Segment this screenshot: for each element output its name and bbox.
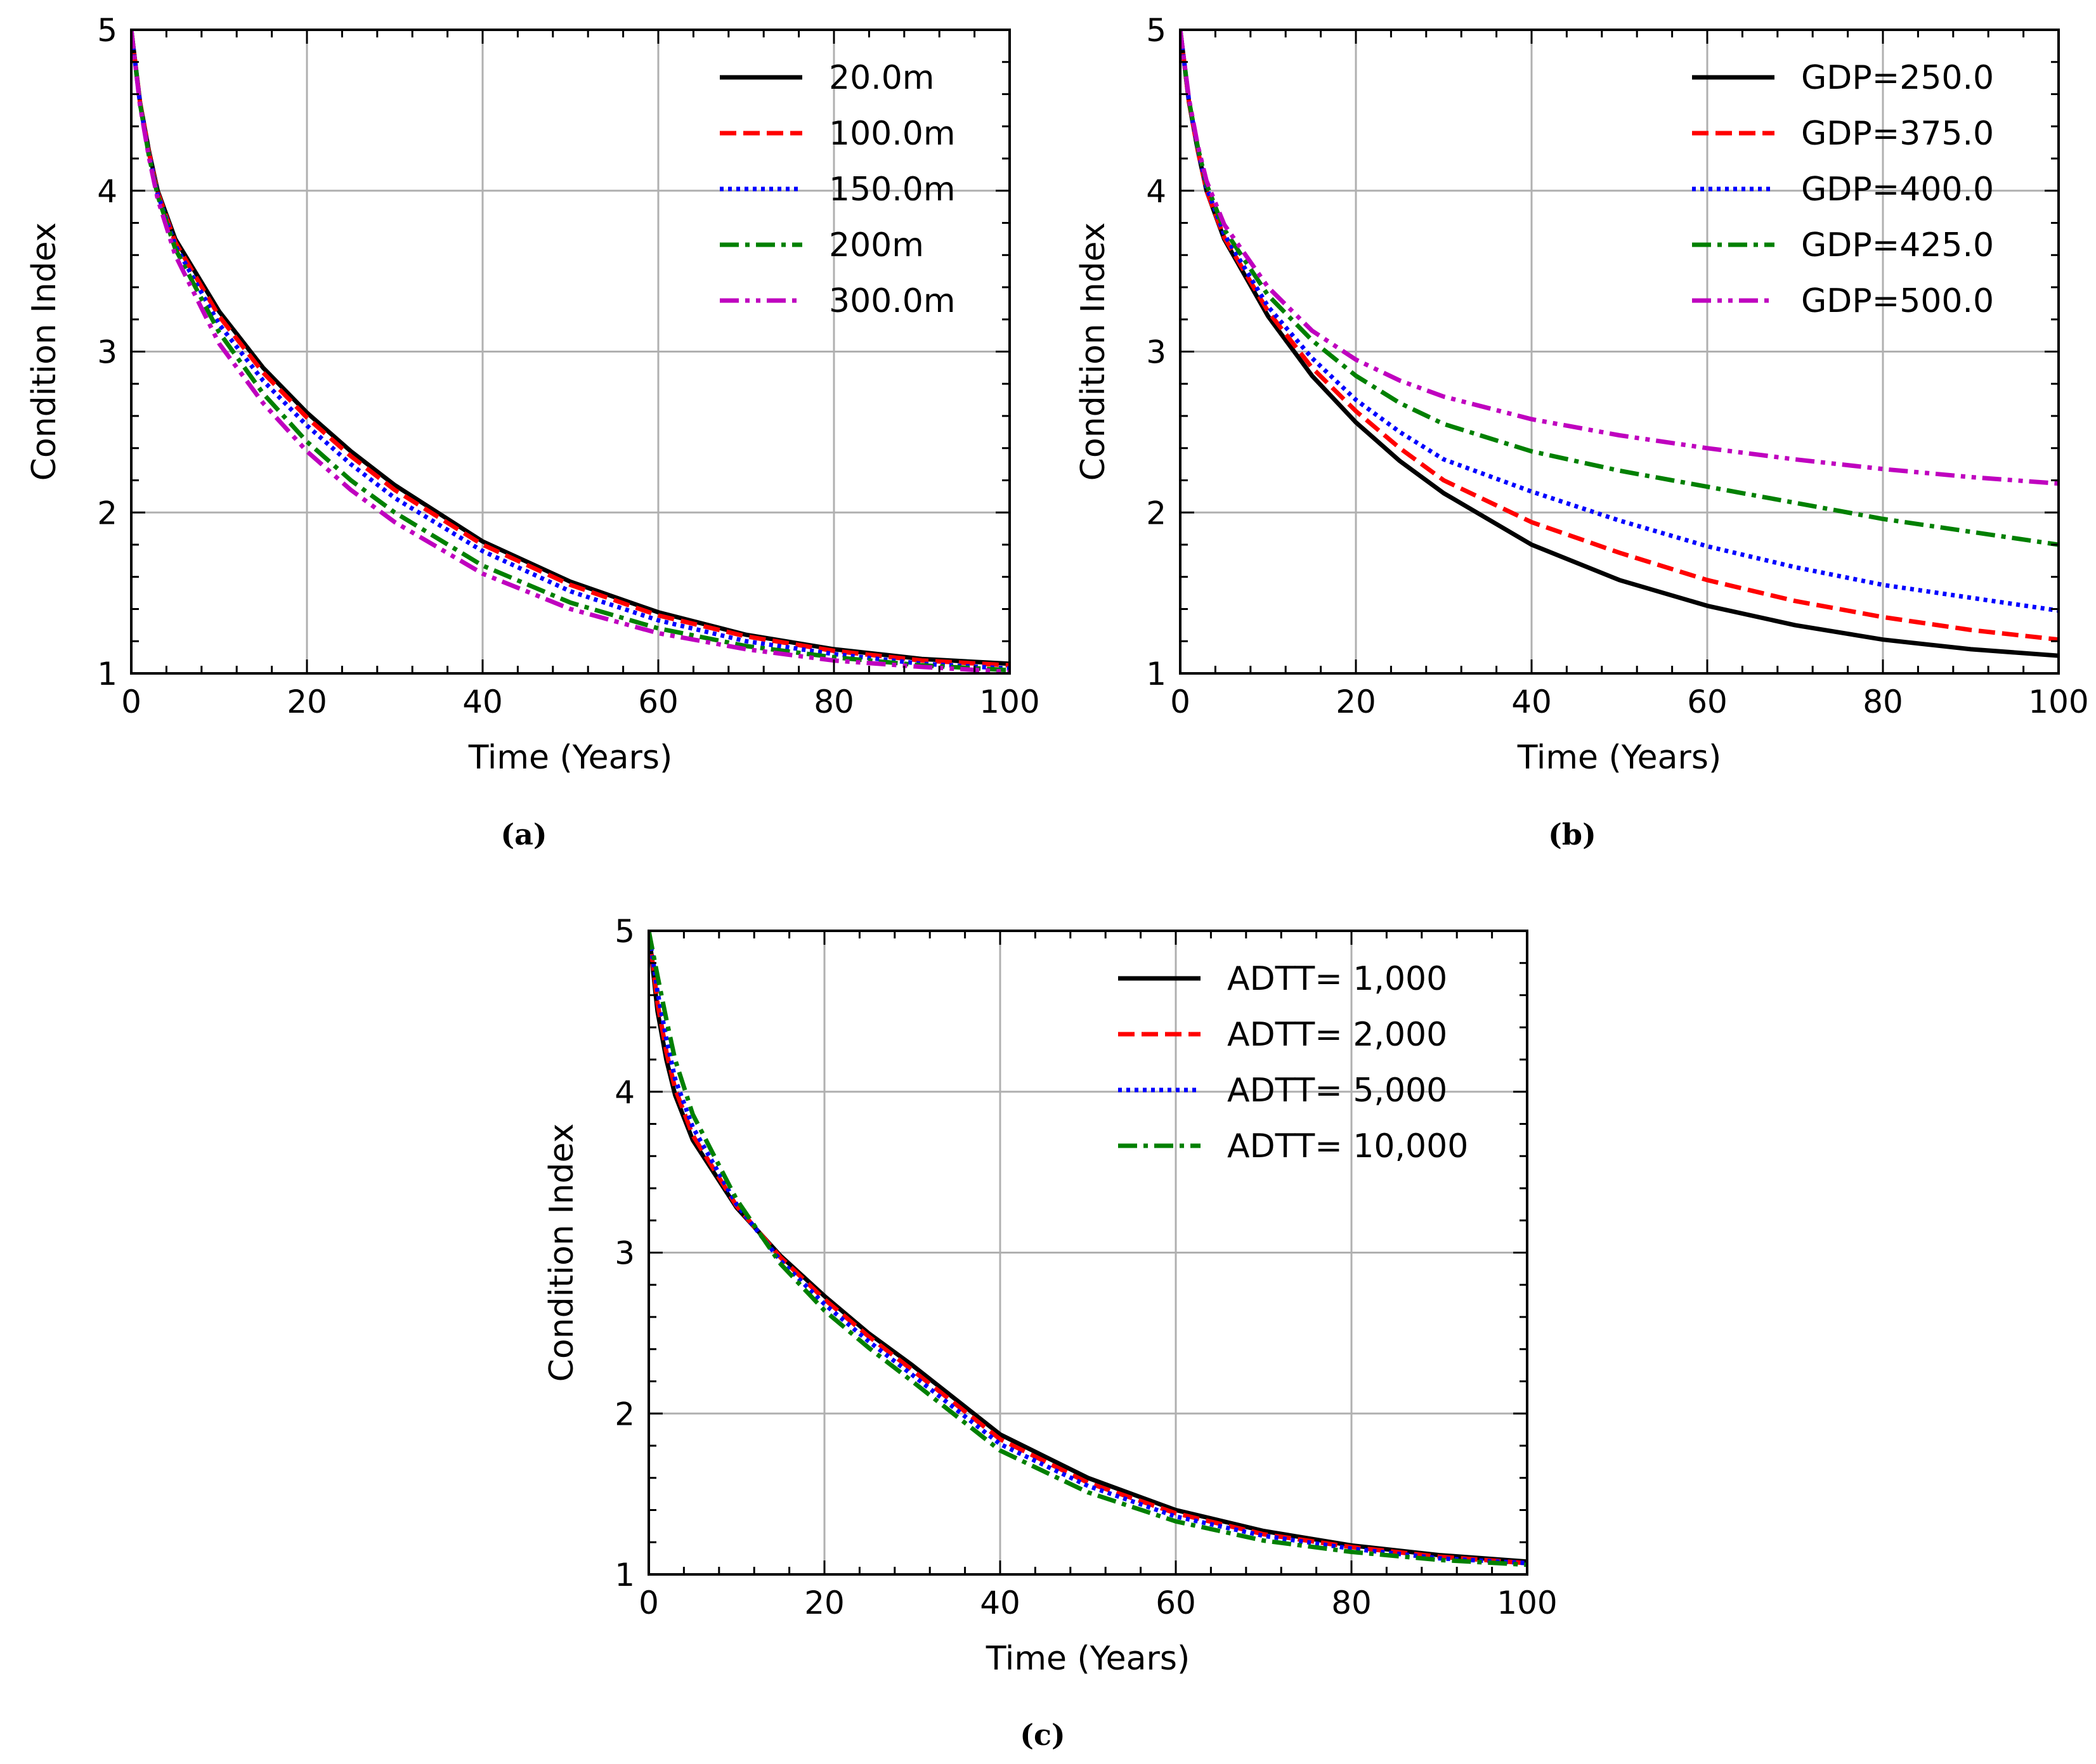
legend-c: ADTT= 1,000 ADTT= 2,000 ADTT= 5,000 ADTT= 1… [1118,960,1468,1165]
legend-label-c-0: ADTT= 1,000 [1227,960,1447,998]
legend-label-a-2: 150.0m [829,171,956,209]
legend-label-b-2: GDP=400.0 [1801,171,1994,209]
x-tick-label: 80 [814,684,854,720]
y-tick-label: 1 [615,1557,635,1593]
y-tick-label: 5 [97,12,117,49]
x-tick-label: 40 [980,1585,1020,1621]
x-tick-label: 100 [1497,1585,1557,1621]
series-group-c [649,931,1527,1567]
x-axis-label: Time (Years) [468,739,673,777]
x-tick-label: 0 [121,684,141,720]
legend-label-c-1: ADTT= 2,000 [1227,1016,1447,1054]
legend-label-b-0: GDP=250.0 [1801,59,1994,97]
x-tick-label: 20 [1336,684,1376,720]
chart-panel-a: 0 20 40 60 80 100 1 2 3 4 5 Time (Years) Condition I… [25,12,1040,777]
caption-a: (a) [500,817,547,852]
y-tick-label: 4 [97,173,117,210]
y-tick-label: 3 [97,334,117,371]
series-line-c-2 [649,931,1527,1566]
y-tick-label: 1 [97,656,117,692]
series-line-b-2 [1180,30,2059,613]
caption-c: (c) [1020,1718,1065,1752]
x-axis-label: Time (Years) [1517,739,1722,777]
legend-a: 20.0m 100.0m 150.0m 200m 300.0m [720,59,956,320]
x-tick-label: 0 [639,1585,659,1621]
series-line-c-1 [649,931,1527,1566]
x-tick-label: 40 [1511,684,1552,720]
y-axis-label: Condition Index [25,223,63,481]
series-line-c-3 [649,931,1527,1567]
y-tick-label: 4 [615,1074,635,1111]
legend-label-a-4: 300.0m [829,282,956,320]
legend-label-a-1: 100.0m [829,115,956,153]
x-tick-label: 20 [287,684,327,720]
y-tick-label: 2 [615,1396,635,1432]
x-tick-label: 80 [1863,684,1903,720]
y-axis-label: Condition Index [1074,223,1112,481]
series-line-b-4 [1180,30,2059,486]
series-group-a [131,30,1010,673]
y-tick-label: 2 [97,495,117,531]
x-tick-label: 0 [1170,684,1190,720]
legend-label-b-3: GDP=425.0 [1801,226,1994,264]
ticks-b [1179,29,2060,675]
legend-label-c-3: ADTT= 10,000 [1227,1127,1468,1165]
series-line-a-2 [131,30,1010,671]
y-tick-label: 5 [615,913,635,950]
ticks-a [130,29,1011,675]
y-tick-label: 2 [1146,495,1166,531]
series-group-b [1180,30,2059,658]
chart-panel-b: 0 20 40 60 80 100 1 2 3 4 5 Time (Years) Condition I… [1074,12,2089,777]
chart-panel-c: 0 20 40 60 80 100 1 2 3 4 5 Time (Years) Condition I… [543,913,1558,1678]
x-tick-label: 60 [638,684,679,720]
y-axis-label: Condition Index [543,1124,581,1382]
legend-label-b-1: GDP=375.0 [1801,115,1994,153]
series-line-b-3 [1180,30,2059,547]
y-tick-label: 3 [615,1235,635,1272]
y-tick-label: 1 [1146,656,1166,692]
legend-label-b-4: GDP=500.0 [1801,282,1994,320]
x-tick-label: 60 [1155,1585,1196,1621]
legend-b: GDP=250.0 GDP=375.0 GDP=400.0 GDP=425.0 GDP=… [1692,59,1994,320]
legend-label-a-3: 200m [829,226,924,264]
x-tick-label: 100 [979,684,1039,720]
y-tick-label: 3 [1146,334,1166,371]
series-line-a-4 [131,30,1010,673]
y-tick-label: 4 [1146,173,1166,210]
x-tick-label: 80 [1331,1585,1372,1621]
x-tick-label: 100 [2028,684,2088,720]
x-tick-label: 20 [804,1585,845,1621]
x-tick-label: 40 [462,684,503,720]
legend-label-c-2: ADTT= 5,000 [1227,1072,1447,1110]
caption-b: (b) [1548,817,1596,852]
y-tick-label: 5 [1146,12,1166,49]
x-axis-label: Time (Years) [986,1640,1190,1678]
ticks-c [648,930,1528,1576]
legend-label-a-0: 20.0m [829,59,934,97]
x-tick-label: 60 [1687,684,1728,720]
